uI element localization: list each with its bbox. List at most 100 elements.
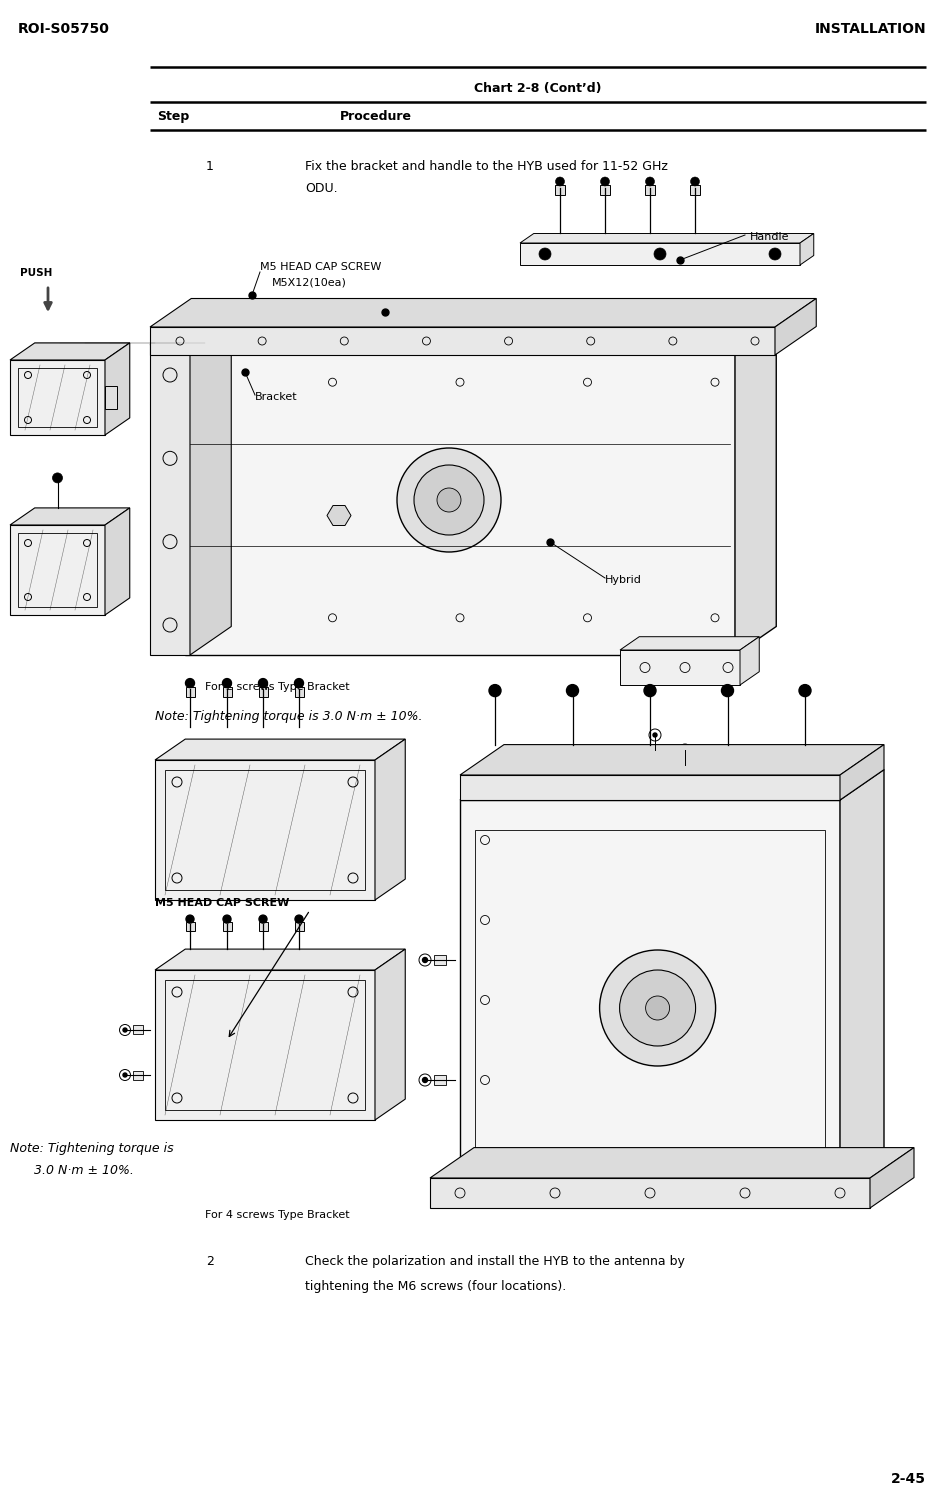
Text: INSTALLATION: INSTALLATION [815, 22, 926, 36]
Bar [223, 687, 231, 697]
Polygon shape [620, 636, 759, 649]
Circle shape [653, 733, 657, 738]
Circle shape [683, 748, 687, 752]
Text: M5X12(10ea): M5X12(10ea) [272, 278, 346, 288]
Text: M5 HEAD CAP SCREW: M5 HEAD CAP SCREW [260, 261, 381, 272]
Circle shape [644, 685, 656, 697]
Polygon shape [775, 299, 817, 355]
Circle shape [599, 950, 716, 1066]
Circle shape [646, 178, 654, 187]
Polygon shape [150, 345, 190, 655]
Bar [645, 185, 655, 196]
Text: Chart 2-8 (Cont’d): Chart 2-8 (Cont’d) [474, 82, 601, 96]
Text: tightening the M6 screws (four locations).: tightening the M6 screws (four locations… [305, 1280, 566, 1293]
Polygon shape [190, 317, 231, 655]
Circle shape [600, 178, 610, 187]
Circle shape [799, 685, 811, 697]
Circle shape [423, 957, 428, 963]
Polygon shape [520, 243, 800, 264]
Circle shape [646, 996, 669, 1020]
Text: 2: 2 [206, 1256, 214, 1268]
Circle shape [769, 248, 781, 260]
Text: M5 HEAD CAP SCREW: M5 HEAD CAP SCREW [155, 897, 290, 908]
Polygon shape [155, 950, 405, 970]
Circle shape [423, 1078, 428, 1082]
Bar [259, 687, 267, 697]
Bar [434, 1075, 446, 1085]
Bar [133, 1070, 143, 1079]
Polygon shape [10, 343, 129, 360]
Polygon shape [150, 327, 775, 355]
Polygon shape [105, 343, 129, 434]
Polygon shape [800, 233, 814, 264]
Circle shape [223, 915, 231, 923]
Circle shape [123, 1029, 127, 1032]
Circle shape [566, 685, 579, 697]
Text: Handle: Handle [750, 231, 789, 242]
Bar [165, 770, 365, 890]
FancyArrow shape [243, 905, 265, 964]
Polygon shape [735, 317, 776, 655]
Bar [18, 367, 97, 427]
Circle shape [123, 1073, 127, 1076]
Bar [165, 979, 365, 1109]
Circle shape [654, 248, 666, 260]
Bar [690, 185, 700, 196]
Polygon shape [460, 745, 884, 775]
Bar [259, 923, 267, 932]
Polygon shape [105, 508, 129, 615]
Bar [475, 830, 825, 1171]
Text: ROI-S05750: ROI-S05750 [18, 22, 110, 36]
Bar [555, 185, 565, 196]
Circle shape [295, 679, 304, 688]
Polygon shape [155, 760, 375, 900]
Polygon shape [460, 800, 840, 1200]
Polygon shape [185, 317, 776, 345]
Bar [133, 1026, 143, 1035]
Text: For 2 screws Type Bracket: For 2 screws Type Bracket [205, 682, 349, 691]
FancyArrow shape [245, 760, 263, 808]
Circle shape [397, 448, 501, 552]
Polygon shape [870, 1148, 914, 1208]
Text: Fix the bracket and handle to the HYB used for 11-52 GHz: Fix the bracket and handle to the HYB us… [305, 160, 667, 173]
Polygon shape [430, 1178, 870, 1208]
Circle shape [186, 915, 194, 923]
Bar [600, 185, 610, 196]
Text: For 4 screws Type Bracket: For 4 screws Type Bracket [205, 1209, 349, 1220]
Bar [18, 533, 97, 608]
Polygon shape [150, 299, 817, 327]
Bar [186, 687, 194, 697]
Circle shape [437, 488, 461, 512]
Text: Procedure: Procedure [340, 110, 412, 122]
Polygon shape [520, 233, 814, 243]
Circle shape [555, 178, 565, 187]
Polygon shape [840, 745, 884, 800]
Circle shape [414, 464, 484, 534]
Polygon shape [375, 739, 405, 900]
Circle shape [223, 679, 231, 688]
Polygon shape [10, 360, 105, 434]
Polygon shape [10, 526, 105, 615]
Circle shape [53, 473, 62, 482]
Polygon shape [840, 769, 884, 1200]
Text: Note: Tightening torque is: Note: Tightening torque is [10, 1142, 174, 1156]
Text: Step: Step [157, 110, 189, 122]
Circle shape [259, 915, 267, 923]
Polygon shape [740, 636, 759, 685]
Polygon shape [10, 508, 129, 526]
Circle shape [259, 679, 267, 688]
Polygon shape [460, 769, 884, 800]
Text: ODU.: ODU. [305, 182, 338, 196]
Circle shape [619, 970, 696, 1047]
Bar [295, 687, 304, 697]
Text: 2-45: 2-45 [891, 1472, 926, 1486]
Polygon shape [430, 1148, 914, 1178]
Circle shape [186, 679, 194, 688]
Polygon shape [150, 317, 231, 345]
Circle shape [721, 685, 733, 697]
Polygon shape [155, 739, 405, 760]
Polygon shape [460, 775, 840, 800]
Text: 1: 1 [206, 160, 214, 173]
Bar [434, 956, 446, 964]
Polygon shape [620, 649, 740, 685]
